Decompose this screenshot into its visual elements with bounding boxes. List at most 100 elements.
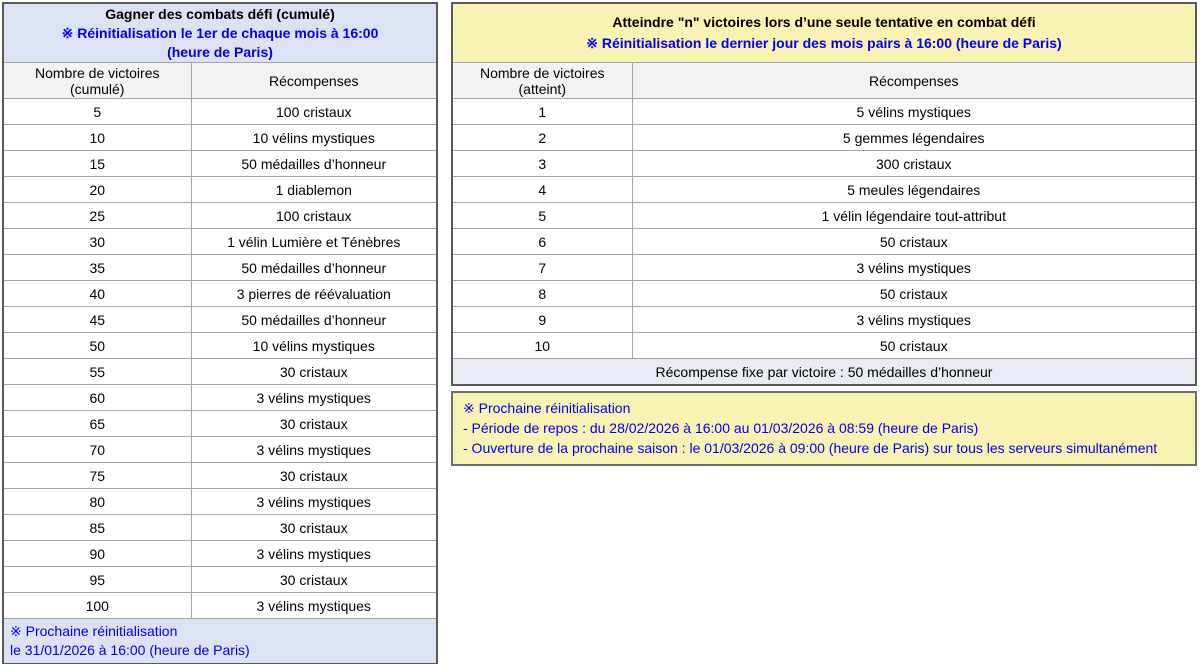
note-line2: - Période de repos : du 28/02/2026 à 16:… [463,420,979,436]
table-row: 10 50 cristaux [451,332,1197,359]
reward-cell: 30 cristaux [190,566,438,593]
table-row: 65 30 cristaux [2,410,438,437]
reward-cell: 50 cristaux [631,280,1197,307]
victories-cell: 10 [451,332,633,359]
table-row: 5 100 cristaux [2,98,438,125]
table-row: 25 100 cristaux [2,202,438,229]
victories-cell: 75 [2,462,192,489]
victories-cell: 100 [2,592,192,619]
right-col-header-victories-line2: (atteint) [518,80,566,97]
reward-cell: 3 vélins mystiques [190,540,438,567]
table-row: 6 50 cristaux [451,228,1197,255]
reward-cell: 10 vélins mystiques [190,124,438,151]
right-table-header: Atteindre "n" victoires lors d’une seule… [451,2,1197,63]
right-title-row: Atteindre "n" victoires lors d’une seule… [451,2,1197,63]
victories-cell: 50 [2,332,192,359]
reward-cell: 5 gemmes légendaires [631,124,1197,151]
reward-cell: 1 diablemon [190,176,438,203]
victories-cell: 5 [451,202,633,229]
victories-cell: 5 [2,98,192,125]
victories-cell: 7 [451,254,633,281]
victories-cell: 55 [2,358,192,385]
victories-cell: 10 [2,124,192,151]
right-table-title: Atteindre "n" victoires lors d’une seule… [612,14,1036,30]
left-footer-line2: le 31/01/2026 à 16:00 (heure de Paris) [10,642,250,658]
victories-cell: 4 [451,176,633,203]
left-subtitle-line2: (heure de Paris) [167,43,273,60]
left-col-header-rewards: Récompenses [190,62,438,99]
reward-cell: 30 cristaux [190,358,438,385]
left-subtitle-line1: ※ Réinitialisation le 1er de chaque mois… [61,24,379,41]
victories-cell: 3 [451,150,633,177]
table-row: 20 1 diablemon [2,176,438,203]
reward-cell: 3 vélins mystiques [190,488,438,515]
reward-cell: 3 vélins mystiques [190,384,438,411]
next-reset-note: ※ Prochaine réinitialisation - Période d… [451,391,1197,466]
table-row: 60 3 vélins mystiques [2,384,438,411]
left-table-footer: ※ Prochaine réinitialisation le 31/01/20… [2,618,438,664]
right-table-reset-subtitle: ※ Réinitialisation le dernier jour des m… [586,35,1062,51]
reward-cell: 1 vélin Lumière et Ténèbres [190,228,438,255]
right-col-header-rewards: Récompenses [631,62,1197,99]
table-row: 35 50 médailles d’honneur [2,254,438,281]
reward-cell: 50 médailles d’honneur [190,254,438,281]
victories-cell: 2 [451,124,633,151]
reward-cell: 3 pierres de réévaluation [190,280,438,307]
cumulative-wins-table: Gagner des combats défi (cumulé) ※ Réini… [2,2,438,664]
reward-cell: 1 vélin légendaire tout-attribut [631,202,1197,229]
victories-cell: 35 [2,254,192,281]
reward-cell: 50 médailles d’honneur [190,306,438,333]
victories-cell: 70 [2,436,192,463]
right-col-header-victories-line1: Nombre de victoires [480,64,605,81]
left-table-reset-subtitle: ※ Réinitialisation le 1er de chaque mois… [4,24,436,62]
reward-cell: 3 vélins mystiques [631,306,1197,333]
left-table-title: Gagner des combats défi (cumulé) [105,5,335,22]
note-line3: - Ouverture de la prochaine saison : le … [463,440,1158,456]
reward-cell: 10 vélins mystiques [190,332,438,359]
reward-cell: 5 meules légendaires [631,176,1197,203]
victories-cell: 25 [2,202,192,229]
left-footer-row: ※ Prochaine réinitialisation le 31/01/20… [2,618,438,664]
reward-cell: 30 cristaux [190,462,438,489]
victories-cell: 85 [2,514,192,541]
note-line1: ※ Prochaine réinitialisation [463,400,631,416]
table-row: 30 1 vélin Lumière et Ténèbres [2,228,438,255]
left-footer-line1: ※ Prochaine réinitialisation [10,623,178,639]
left-col-header-victories-line1: Nombre de victoires [35,64,160,81]
left-table-header: Gagner des combats défi (cumulé) ※ Réini… [2,2,438,63]
left-col-header-victories-line2: (cumulé) [70,80,125,97]
victories-cell: 60 [2,384,192,411]
reward-cell: 50 médailles d’honneur [190,150,438,177]
reward-cell: 30 cristaux [190,514,438,541]
left-title-row: Gagner des combats défi (cumulé) ※ Réini… [2,2,438,63]
left-col-header-victories: Nombre de victoires (cumulé) [2,62,192,99]
fixed-reward-note: Récompense fixe par victoire : 50 médail… [451,358,1197,386]
table-row: 40 3 pierres de réévaluation [2,280,438,307]
single-attempt-wins-table: Atteindre "n" victoires lors d’une seule… [451,2,1197,386]
table-row: 8 50 cristaux [451,280,1197,307]
right-col-header-victories: Nombre de victoires (atteint) [451,62,633,99]
victories-cell: 40 [2,280,192,307]
reward-cell: 3 vélins mystiques [190,436,438,463]
victories-cell: 8 [451,280,633,307]
table-row: 85 30 cristaux [2,514,438,541]
victories-cell: 15 [2,150,192,177]
table-row: 45 50 médailles d’honneur [2,306,438,333]
fixed-reward-row: Récompense fixe par victoire : 50 médail… [451,358,1197,386]
reward-cell: 30 cristaux [190,410,438,437]
table-row: 50 10 vélins mystiques [2,332,438,359]
victories-cell: 6 [451,228,633,255]
table-row: 10 10 vélins mystiques [2,124,438,151]
victories-cell: 80 [2,488,192,515]
table-row: 80 3 vélins mystiques [2,488,438,515]
reward-cell: 50 cristaux [631,228,1197,255]
reward-cell: 100 cristaux [190,98,438,125]
victories-cell: 1 [451,98,633,125]
victories-cell: 9 [451,306,633,333]
victories-cell: 30 [2,228,192,255]
